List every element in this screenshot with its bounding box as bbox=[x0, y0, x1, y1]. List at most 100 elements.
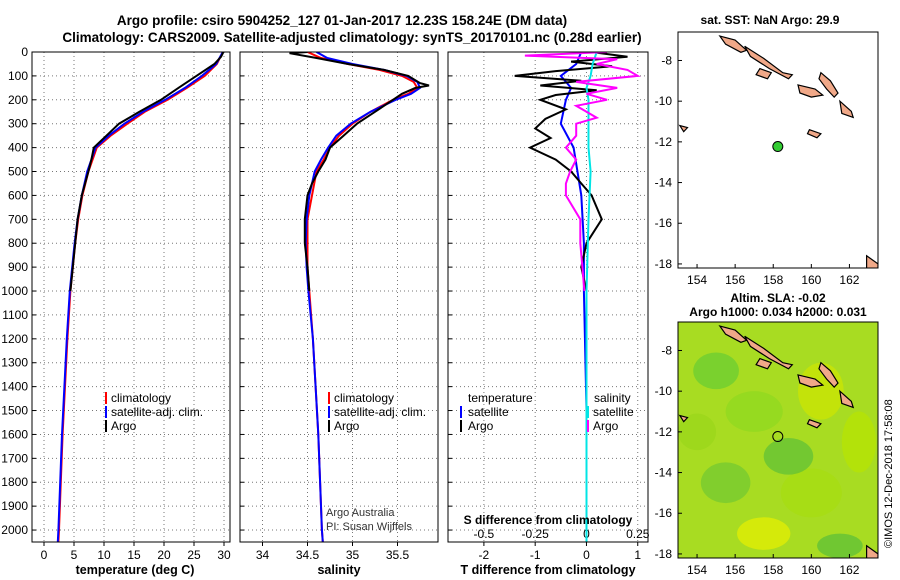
x-tick-label: 5 bbox=[71, 548, 78, 562]
lon-tick-label: 162 bbox=[839, 273, 859, 287]
argo-position-marker bbox=[772, 141, 784, 153]
sla-anomaly bbox=[780, 468, 842, 518]
island bbox=[718, 35, 748, 53]
island bbox=[865, 544, 878, 558]
figure-title-line2: Climatology: CARS2009. Satellite-adjuste… bbox=[62, 30, 641, 45]
legend-label-s-argo: Argo bbox=[593, 419, 619, 433]
island bbox=[755, 357, 773, 370]
depth-tick-label: 800 bbox=[8, 236, 28, 250]
lon-tick-label: 160 bbox=[801, 273, 821, 287]
depth-tick-label: 1500 bbox=[1, 404, 28, 418]
sla-map-title1: Altim. SLA: -0.02 bbox=[730, 291, 826, 305]
lon-tick-label: 154 bbox=[687, 563, 707, 577]
temperature-legend: climatology satellite-adj. clim. Argo bbox=[105, 391, 203, 433]
imos-watermark: ©IMOS 12-Dec-2018 17:58:08 bbox=[883, 399, 895, 548]
legend-label-t-satellite: satellite bbox=[468, 405, 509, 419]
temperature-panel: 0 5 10 15 20 25 30 bbox=[31, 51, 231, 562]
depth-tick-label: 1300 bbox=[1, 356, 28, 370]
legend-title-temperature: temperature bbox=[468, 391, 533, 405]
depth-tick-label: 200 bbox=[8, 93, 28, 107]
series-line-argo bbox=[289, 52, 430, 292]
island bbox=[797, 84, 825, 98]
island bbox=[678, 124, 689, 133]
depth-tick-label: 1600 bbox=[1, 427, 28, 441]
island bbox=[806, 418, 822, 429]
x-tick-label: -1 bbox=[530, 548, 541, 562]
lat-tick-label: -10 bbox=[655, 384, 673, 398]
lat-tick-label: -8 bbox=[661, 53, 672, 67]
lon-tick-label: 158 bbox=[763, 273, 783, 287]
legend-label-climatology: climatology bbox=[334, 391, 394, 405]
map-content bbox=[678, 322, 878, 558]
island bbox=[718, 325, 748, 343]
legend-label-s-satellite: satellite bbox=[593, 405, 634, 419]
sla-anomaly bbox=[841, 411, 877, 473]
sla-anomaly bbox=[737, 517, 791, 550]
sla-map-title2: Argo h1000: 0.034 h2000: 0.031 bbox=[689, 305, 867, 319]
series-group bbox=[514, 52, 641, 542]
lon-tick-label: 156 bbox=[725, 273, 745, 287]
legend-title-salinity: salinity bbox=[594, 391, 631, 405]
x-tick-label: 0 bbox=[41, 548, 48, 562]
x-tick-label: 0 bbox=[583, 548, 590, 562]
series-line-argo bbox=[69, 52, 225, 292]
island bbox=[865, 254, 878, 268]
salinity-axis-label: salinity bbox=[317, 563, 360, 577]
lat-tick-label: -16 bbox=[655, 506, 673, 520]
depth-tick-label: 900 bbox=[8, 260, 28, 274]
temperature-axis-label: temperature (deg C) bbox=[76, 563, 195, 577]
depth-tick-label: 1100 bbox=[2, 308, 28, 322]
x-tick-label: 35.5 bbox=[386, 548, 410, 562]
x-tick-label: 20 bbox=[157, 548, 171, 562]
salinity-legend: climatology satellite-adj. clim. Argo Ar… bbox=[326, 391, 426, 533]
map-frame bbox=[677, 321, 879, 559]
legend-label-argo: Argo bbox=[111, 419, 137, 433]
series-line-s-satellite bbox=[585, 52, 598, 542]
sla-anomaly bbox=[725, 391, 783, 432]
credit-line2: PI: Susan Wijffels bbox=[326, 521, 412, 533]
lon-tick-label: 156 bbox=[725, 563, 745, 577]
lon-tick-label: 162 bbox=[839, 563, 859, 577]
lat-tick-label: -14 bbox=[655, 176, 673, 190]
difference-legend: temperature satellite Argo salinity sate… bbox=[460, 391, 634, 527]
series-line-t-argo bbox=[514, 52, 628, 292]
credit-line1: Argo Australia bbox=[326, 507, 395, 519]
panel-frame bbox=[31, 51, 231, 543]
series-line-satellite bbox=[304, 52, 422, 542]
island bbox=[744, 335, 794, 370]
series-line-t-satellite bbox=[559, 52, 588, 542]
depth-tick-label: 700 bbox=[8, 212, 28, 226]
island bbox=[806, 128, 822, 139]
island bbox=[744, 45, 794, 80]
series-line-satellite bbox=[56, 52, 224, 542]
x-tick-label: 34 bbox=[256, 548, 270, 562]
lat-tick-label: -12 bbox=[655, 425, 673, 439]
depth-tick-label: 0 bbox=[21, 45, 28, 59]
depth-tick-label: 300 bbox=[8, 117, 28, 131]
x2-tick-label: 0.25 bbox=[626, 527, 650, 541]
t-difference-axis-label: T difference from climatology bbox=[460, 563, 635, 577]
island bbox=[797, 374, 825, 388]
x2-tick-label: -0.25 bbox=[521, 527, 549, 541]
depth-tick-label: 2000 bbox=[1, 523, 28, 537]
x-tick-label: 34.5 bbox=[296, 548, 320, 562]
island bbox=[818, 71, 839, 98]
x-tick-label: 10 bbox=[97, 548, 111, 562]
map-frame bbox=[677, 31, 879, 269]
x-tick-label: 35 bbox=[346, 548, 360, 562]
legend-label-satellite: satellite-adj. clim. bbox=[111, 405, 203, 419]
lat-tick-label: -16 bbox=[655, 216, 673, 230]
island bbox=[678, 414, 689, 423]
island bbox=[755, 67, 773, 80]
x-tick-label: 25 bbox=[187, 548, 201, 562]
series-group bbox=[289, 52, 430, 542]
depth-tick-label: 500 bbox=[8, 165, 28, 179]
legend-label-climatology: climatology bbox=[111, 391, 171, 405]
sla-map: -8 -10 -12 -14 -16 -18 154 156 158 160 162 bbox=[655, 321, 879, 577]
legend-label-satellite: satellite-adj. clim. bbox=[334, 405, 426, 419]
figure-title-line1: Argo profile: csiro 5904252_127 01-Jan-2… bbox=[117, 13, 567, 28]
lat-tick-label: -8 bbox=[661, 343, 672, 357]
depth-tick-label: 1400 bbox=[1, 380, 28, 394]
